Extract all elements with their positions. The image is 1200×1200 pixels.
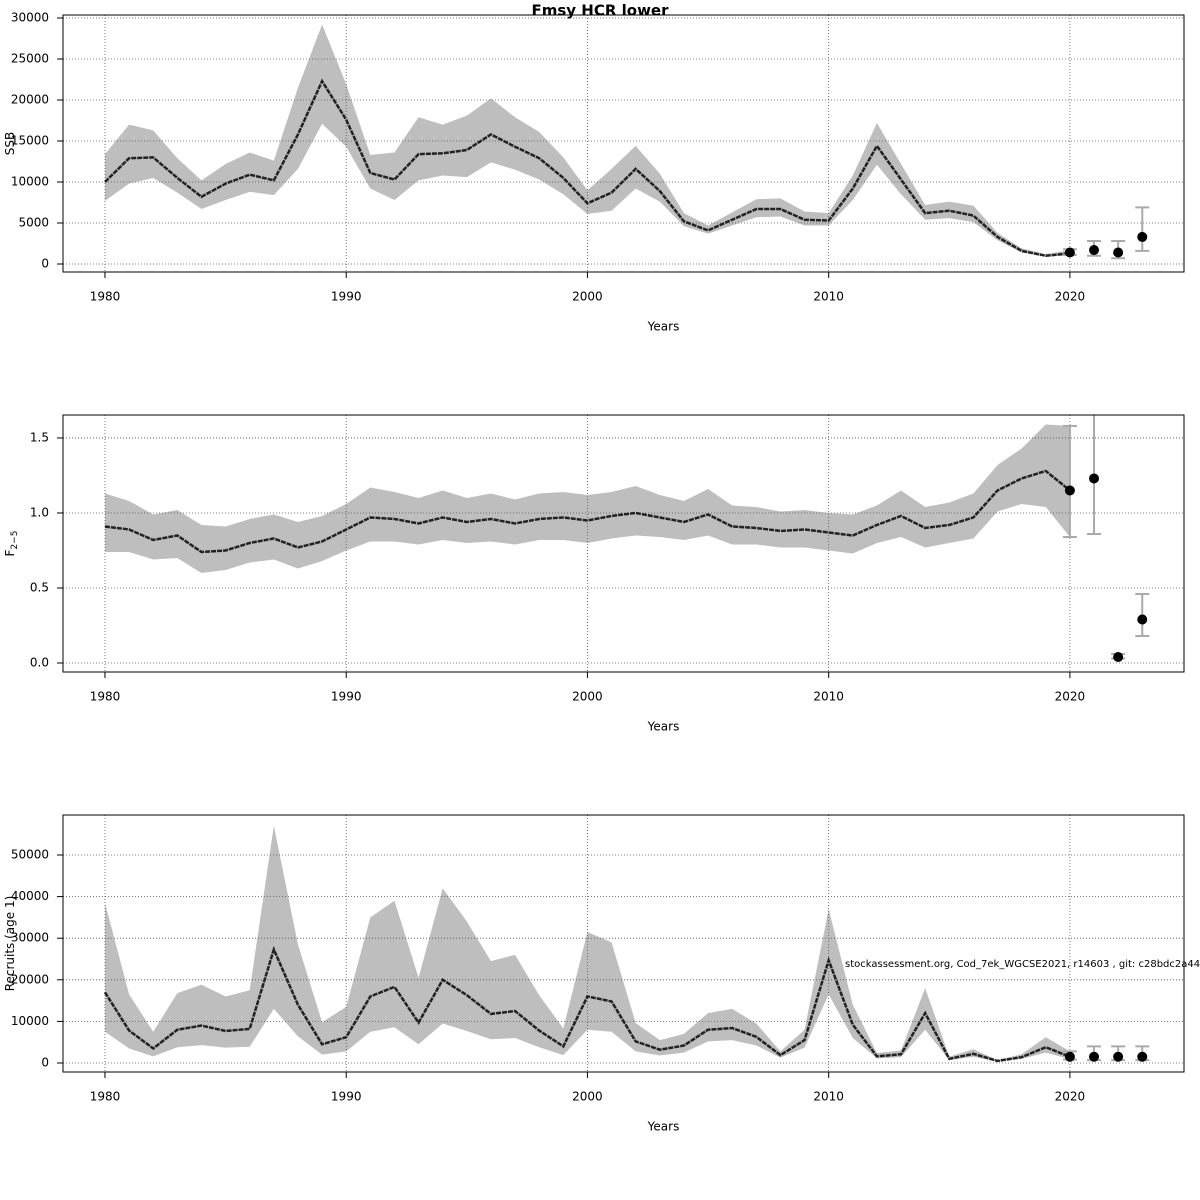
x-tick-label: 1980	[90, 690, 121, 704]
forecast-point	[1064, 247, 1075, 258]
x-tick-label: 2000	[572, 290, 603, 304]
y-tick-label: 20000	[11, 972, 49, 986]
forecast-point	[1089, 473, 1100, 484]
y-tick-label: 15000	[11, 133, 49, 147]
forecast-point	[1113, 247, 1124, 258]
y-tick-label: 40000	[11, 889, 49, 903]
plot-frame	[62, 414, 1185, 673]
plot-area	[63, 815, 1184, 1072]
y-tick-label: 50000	[11, 847, 49, 861]
y-tick-label: 10000	[11, 1014, 49, 1028]
confidence-band	[104, 825, 1070, 1062]
y-axis-label: Recruits (age 1)	[3, 896, 17, 992]
x-axis-label: Years	[647, 1120, 680, 1134]
x-tick-label: 1990	[331, 690, 362, 704]
y-tick-label: 25000	[11, 52, 49, 66]
y-tick-label: 0.5	[30, 580, 49, 594]
x-tick-label: 2010	[813, 1090, 844, 1104]
forecast-point	[1113, 1051, 1124, 1062]
annotation: stockassessment.org, Cod_7ek_WGCSE2021, …	[845, 959, 1200, 970]
y-axis-label: SSB	[3, 132, 17, 155]
estimate-line	[104, 469, 1071, 554]
y-tick-label: 30000	[11, 931, 49, 945]
plot-area	[63, 15, 1184, 272]
y-tick-label: 0	[41, 1056, 49, 1070]
forecast-point	[1113, 651, 1124, 662]
forecast-point	[1137, 231, 1148, 242]
y-tick-label: 5000	[18, 215, 49, 229]
y-axis-label: F2−5	[3, 531, 20, 557]
chart-title: Fmsy HCR lower	[531, 2, 669, 20]
x-tick-label: 2020	[1055, 690, 1086, 704]
y-tick-label: 1.0	[30, 505, 49, 519]
error-bar	[1135, 206, 1150, 252]
y-tick-label: 1.5	[30, 430, 49, 444]
x-axis-label: Years	[647, 320, 680, 334]
forecast-point	[1089, 1051, 1100, 1062]
x-tick-label: 2010	[813, 690, 844, 704]
y-tick-label: 10000	[11, 174, 49, 188]
y-axis-label-main: F	[3, 549, 17, 556]
y-axis-label-main: Recruits (age 1)	[3, 896, 17, 992]
x-tick-label: 2000	[572, 690, 603, 704]
x-tick-label: 1990	[331, 1090, 362, 1104]
plot-area	[63, 415, 1184, 672]
plot-frame	[62, 14, 1185, 273]
estimate-line	[103, 945, 1071, 1063]
forecast-point	[1137, 1051, 1148, 1062]
y-axis-label-sub: 2−5	[10, 531, 20, 550]
x-tick-label: 1990	[331, 290, 362, 304]
error-bar	[1062, 424, 1077, 538]
x-tick-label: 2000	[572, 1090, 603, 1104]
estimate-line	[104, 78, 1071, 258]
y-tick-label: 20000	[11, 92, 49, 106]
y-tick-label: 30000	[11, 11, 49, 25]
y-tick-label: 0.0	[30, 655, 49, 669]
forecast-point	[1064, 485, 1075, 496]
forecast-point	[1064, 1051, 1075, 1062]
plot-frame	[62, 814, 1185, 1073]
y-tick-label: 0	[41, 256, 49, 270]
x-tick-label: 2010	[813, 290, 844, 304]
forecast-point	[1089, 245, 1100, 256]
forecast-point	[1137, 614, 1148, 625]
x-tick-label: 2020	[1055, 290, 1086, 304]
y-axis-label-main: SSB	[3, 132, 17, 155]
x-tick-label: 2020	[1055, 1090, 1086, 1104]
x-tick-label: 1980	[90, 1090, 121, 1104]
x-axis-label: Years	[647, 720, 680, 734]
x-tick-label: 1980	[90, 290, 121, 304]
